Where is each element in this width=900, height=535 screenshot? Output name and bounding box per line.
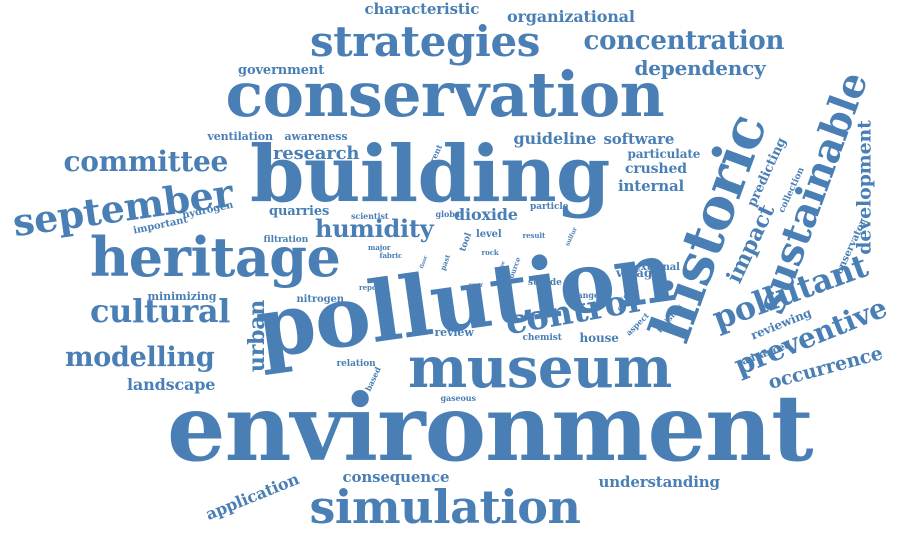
word-village: village [616, 266, 660, 280]
word-scientist: scientist [351, 211, 389, 221]
word-filtration: filtration [263, 234, 309, 245]
word-understanding: understanding [598, 472, 721, 491]
word-dependency: dependency [634, 56, 766, 80]
word-building: building [250, 129, 610, 220]
word-chemist: chemist [522, 332, 562, 343]
word-relation: relation [336, 358, 376, 369]
word-nitrogen: nitrogen [296, 294, 345, 305]
word-urban: urban [244, 299, 271, 373]
word-internal: internal [618, 176, 685, 195]
word-heritage: heritage [90, 225, 341, 289]
word-strategies: strategies [310, 17, 540, 66]
word-gaseous: gaseous [440, 393, 477, 403]
word-cultural: cultural [90, 292, 231, 330]
word-consequence: consequence [342, 467, 450, 486]
word-particle: particle [530, 201, 569, 212]
word-software: software [603, 129, 675, 148]
word-research: research [273, 143, 360, 164]
word-global: global [435, 209, 463, 219]
word-organizational: organizational [507, 7, 635, 26]
word-review: review [434, 325, 474, 339]
word-change: change [567, 290, 599, 300]
word-crushed: crushed [625, 161, 687, 177]
word-simulation: simulation [309, 480, 581, 534]
word-conservation: conservation [225, 58, 665, 131]
word-guideline: guideline [513, 129, 597, 148]
word-landscape: landscape [127, 375, 216, 394]
word-modelling: modelling [65, 341, 215, 373]
word-environment: environment [167, 374, 814, 482]
word-concentration: concentration [583, 26, 785, 56]
word-committee: committee [63, 145, 229, 178]
word-major: major [368, 242, 391, 252]
word-museum: museum [408, 335, 672, 401]
word-result: result [522, 230, 546, 240]
word-characteristic: characteristic [364, 0, 480, 18]
word-sulfide: sulfide [528, 277, 562, 288]
word-ventilation: ventilation [207, 129, 273, 143]
word-government: government [238, 62, 325, 78]
word-awareness: awareness [284, 129, 348, 143]
word-fabric: fabric [379, 250, 403, 260]
word-level: level [476, 229, 502, 240]
word-house: house [579, 331, 619, 345]
word-year: year [469, 282, 484, 289]
word-dioxide: dioxide [454, 205, 518, 224]
word-quarries: quarries [269, 203, 330, 219]
word-minimizing: minimizing [147, 289, 217, 303]
word-rock: rock [481, 247, 499, 257]
word-report: report [359, 282, 384, 292]
word-humidity: humidity [315, 214, 434, 243]
word-particulate: particulate [627, 147, 701, 161]
word-external: external [634, 262, 680, 273]
